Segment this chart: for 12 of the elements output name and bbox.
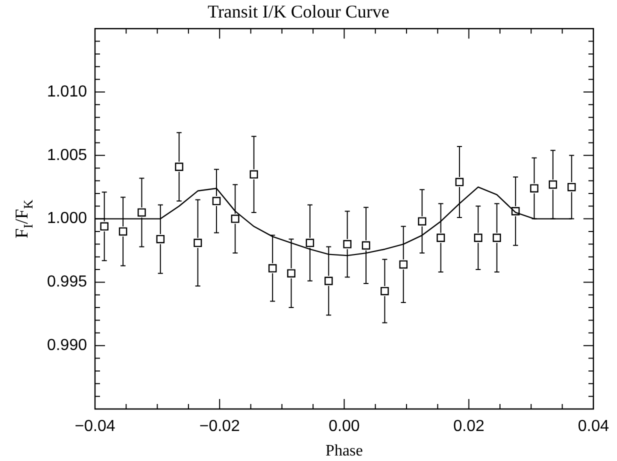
y-tick-label: 0.995 [46, 274, 88, 291]
x-axis-title: Phase [326, 442, 363, 460]
y-tick-label: 1.005 [46, 146, 88, 164]
x-tick-label: 0.00 [328, 418, 360, 436]
y-tick-label: 0.990 [46, 337, 88, 354]
y-tick-label: 1.000 [46, 210, 88, 228]
x-tick-label: 0.04 [578, 418, 610, 436]
x-tick-label: −0.02 [199, 418, 240, 436]
x-tick-label: −0.04 [74, 418, 116, 436]
x-tick-label: 0.02 [453, 418, 484, 436]
y-tick-label: 1.010 [46, 83, 88, 100]
chart-title: Transit I/K Colour Curve [208, 2, 390, 22]
